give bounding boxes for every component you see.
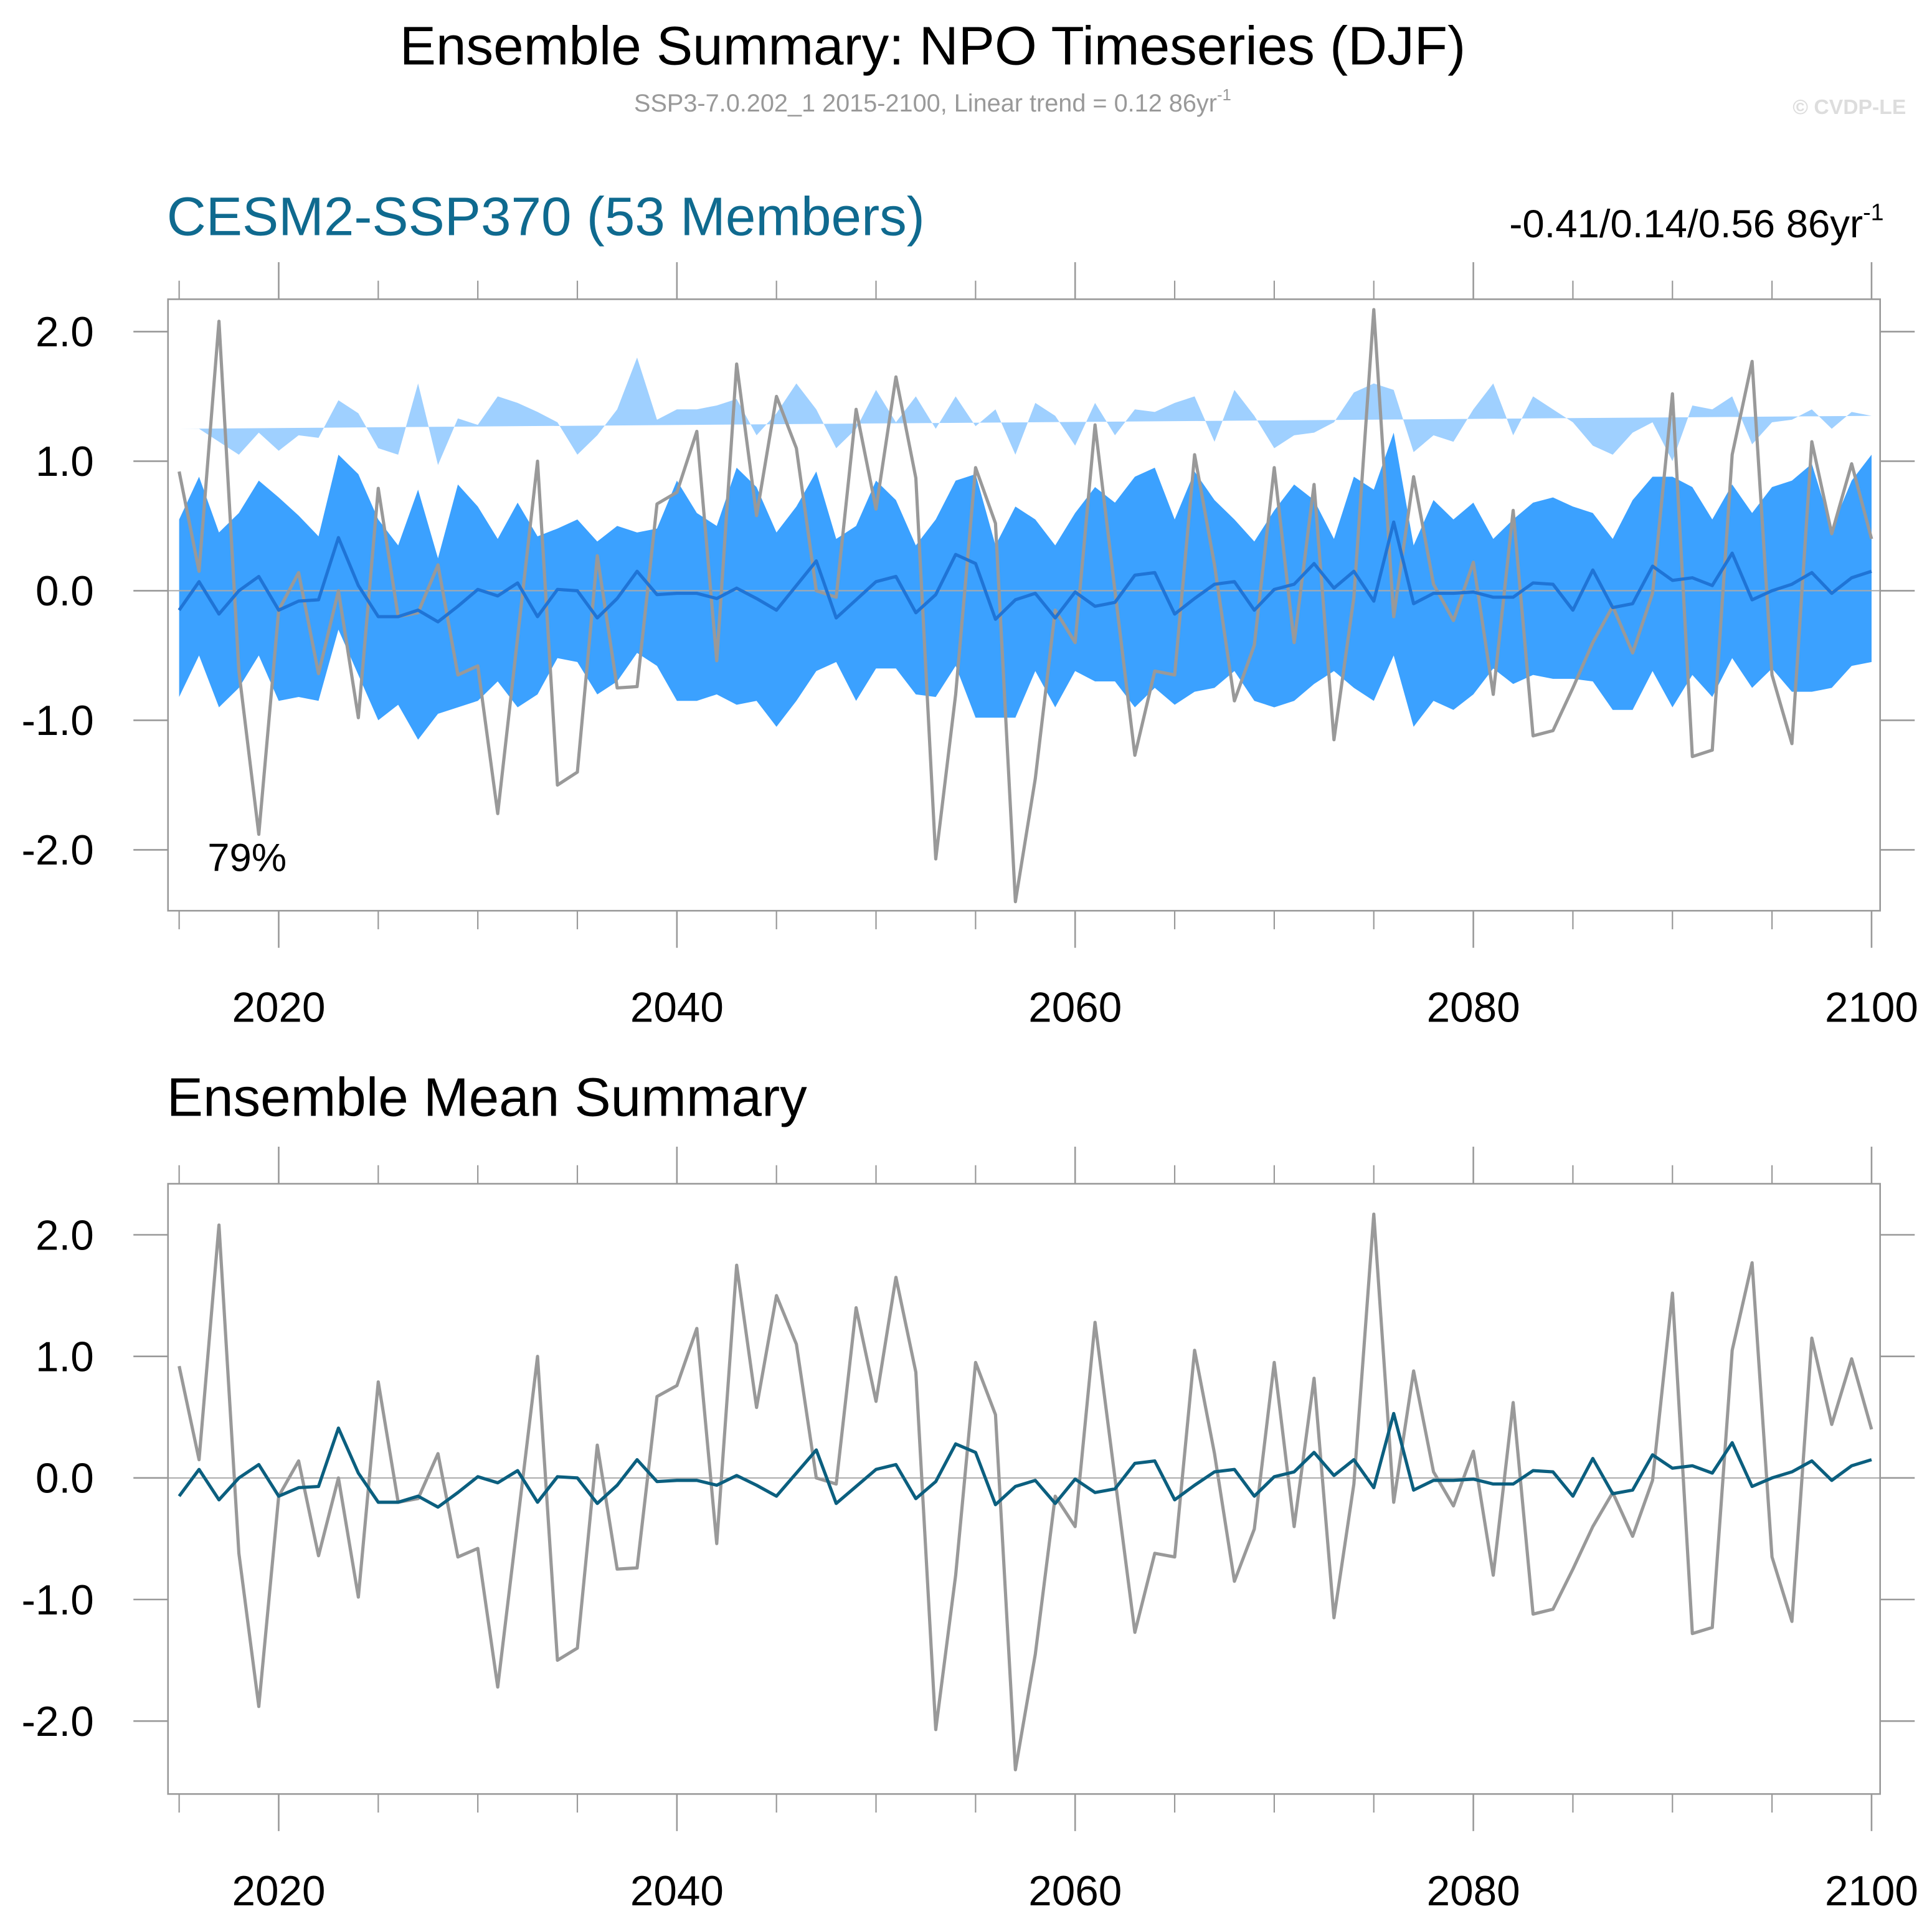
trend-range: -0.41/0.14/0.56 86yr-1	[1509, 199, 1883, 246]
x-tick-label: 2100	[1825, 1868, 1918, 1915]
plot-frame	[167, 298, 1881, 912]
y-tick-label: 0.0	[36, 568, 94, 615]
annotation: 79%	[207, 836, 286, 880]
trend-superscript: -1	[1863, 199, 1884, 225]
x-tick-label: 2080	[1427, 1868, 1520, 1915]
x-tick-label: 2020	[232, 1868, 325, 1915]
series-line	[178, 308, 1873, 904]
y-tick-label: 1.0	[36, 1334, 94, 1380]
band	[179, 432, 1872, 740]
trend-text: -0.41/0.14/0.56 86yr	[1509, 202, 1863, 246]
x-tick-label: 2040	[630, 1868, 724, 1915]
credit: © CVDP-LE	[1792, 95, 1906, 119]
subtitle-text: SSP3-7.0.202_1 2015-2100, Linear trend =…	[634, 90, 1217, 117]
y-tick-label: -2.0	[22, 1699, 94, 1745]
x-tick-label: 2100	[1825, 985, 1918, 1031]
panel-title: CESM2-SSP370 (53 Members)	[167, 186, 925, 247]
subtitle-superscript: -1	[1217, 87, 1231, 104]
x-tick-label: 2060	[1028, 985, 1122, 1031]
y-tick-label: 2.0	[36, 309, 94, 356]
series-line	[178, 1411, 1872, 1509]
series-line	[178, 520, 1872, 623]
y-tick-label: 1.0	[36, 438, 94, 485]
y-tick-label: -1.0	[22, 1577, 94, 1624]
y-tick-label: 2.0	[36, 1212, 94, 1259]
x-tick-label: 2020	[232, 985, 325, 1031]
y-tick-label: -1.0	[22, 698, 94, 744]
series-line	[178, 1212, 1873, 1771]
band	[179, 358, 1872, 465]
y-tick-label: 0.0	[36, 1456, 94, 1502]
plot-frame	[167, 1183, 1881, 1795]
figure-title: Ensemble Summary: NPO Timeseries (DJF)	[400, 16, 1466, 77]
panel-title: Ensemble Mean Summary	[167, 1067, 807, 1127]
x-tick-label: 2040	[630, 985, 724, 1031]
x-tick-label: 2080	[1427, 985, 1520, 1031]
x-tick-label: 2060	[1028, 1868, 1122, 1915]
figure-subtitle: SSP3-7.0.202_1 2015-2100, Linear trend =…	[634, 87, 1231, 117]
y-tick-label: -2.0	[22, 827, 94, 874]
